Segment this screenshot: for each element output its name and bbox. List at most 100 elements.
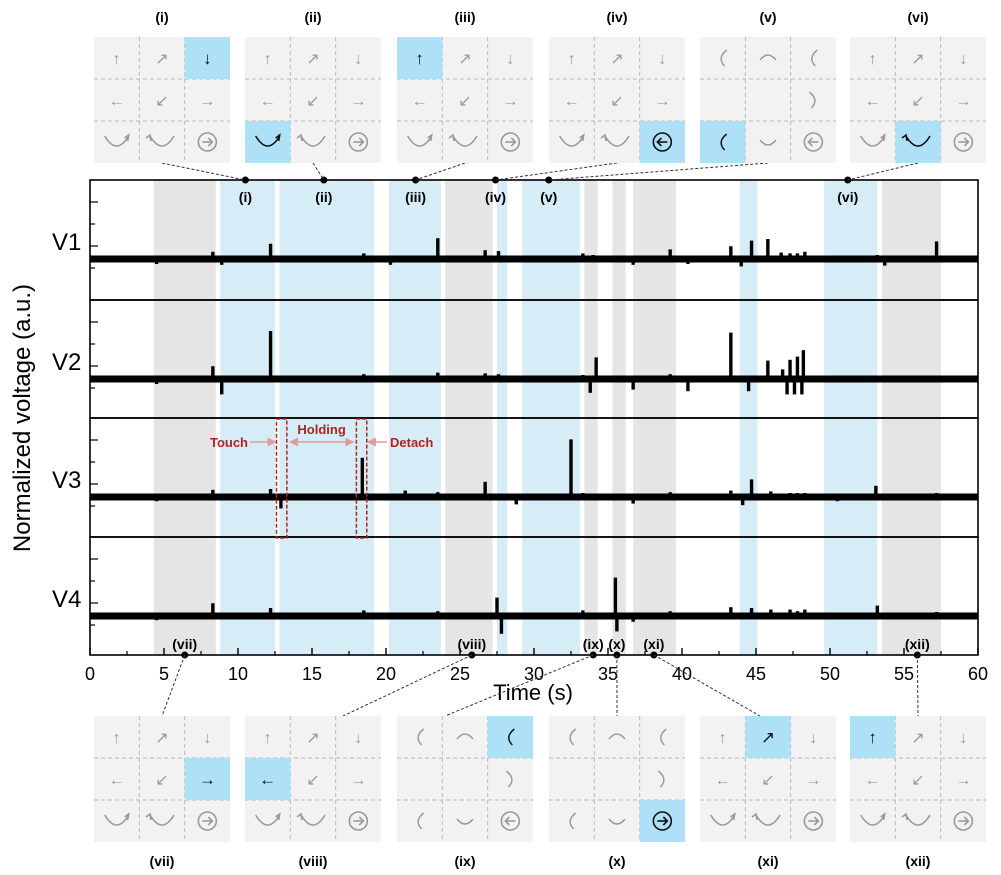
- gesture-panel: ↑ ↗ ↓ ← ↙ → (ii): [245, 9, 381, 163]
- spike: [499, 616, 504, 634]
- spike: [581, 375, 585, 380]
- rotate-arrow-head: [901, 133, 908, 142]
- x-tick-label: 30: [524, 664, 544, 684]
- curve-arrow-icon: [569, 728, 577, 746]
- gesture-panel: ↑ ↗ ↓ ← ↙ → (xii): [850, 716, 986, 869]
- rotate-arrow-head: [448, 133, 455, 142]
- touch-holding-detach-annotation: Touch Holding Detach: [210, 418, 433, 539]
- rotate-cw-icon: [709, 814, 736, 826]
- panel-label: (vii): [150, 853, 175, 869]
- arrow-glyph-icon: ←: [109, 93, 125, 110]
- circle-arrow-icon: [803, 132, 824, 152]
- spike: [388, 259, 393, 265]
- arrow-glyph-icon: ↓: [203, 730, 211, 747]
- spike: [803, 493, 807, 498]
- spike: [769, 609, 773, 617]
- spike: [766, 360, 770, 380]
- marker-label: (i): [239, 189, 252, 205]
- spike: [403, 490, 407, 498]
- panel-label: (iv): [607, 9, 628, 25]
- marker-label: (xi): [643, 636, 664, 652]
- gesture-panel: (v): [700, 9, 836, 163]
- spike: [788, 359, 792, 380]
- spike: [803, 609, 807, 617]
- arrow-glyph-icon: ↗: [761, 728, 775, 747]
- curve-arrow-icon: [720, 49, 728, 67]
- spike: [496, 251, 501, 260]
- spike: [220, 259, 224, 265]
- baseline-V3: [90, 493, 978, 501]
- spike: [686, 379, 690, 392]
- spike: [436, 372, 440, 380]
- channel-label: V1: [52, 229, 81, 256]
- baseline-V1: [90, 255, 978, 263]
- spike: [795, 611, 800, 617]
- x-tick-label: 5: [159, 664, 169, 684]
- marker-label: (x): [608, 636, 625, 652]
- marker-label: (iv): [485, 189, 506, 205]
- curve-arrow-icon: [456, 818, 474, 825]
- spike: [668, 249, 672, 260]
- arrow-glyph-icon: ←: [260, 93, 276, 110]
- curve-arrow-icon: [759, 139, 777, 146]
- spike: [874, 485, 878, 498]
- highlighted-cell: [184, 758, 230, 800]
- arrow-glyph-icon: ↗: [911, 730, 924, 747]
- curve-arrow-icon: [508, 728, 515, 746]
- spike: [795, 356, 800, 380]
- channel-label: V3: [52, 467, 81, 494]
- spike: [800, 379, 804, 395]
- spike: [483, 481, 487, 498]
- x-tick-label: 25: [450, 664, 470, 684]
- connector-line: [916, 654, 919, 717]
- marker-label: (v): [540, 189, 557, 205]
- curve-arrow-icon: [608, 733, 626, 740]
- spike: [780, 369, 785, 380]
- curve-arrow-icon: [657, 770, 665, 788]
- spike: [749, 608, 754, 617]
- spike: [483, 373, 487, 380]
- spike: [631, 616, 635, 622]
- curve-arrow-icon: [417, 728, 425, 746]
- arrow-glyph-icon: ↑: [869, 51, 877, 68]
- arrow-glyph-icon: →: [955, 93, 971, 110]
- spike: [268, 243, 273, 260]
- panel-label: (x): [608, 853, 625, 869]
- panel-label: (i): [155, 9, 168, 25]
- spike: [729, 246, 733, 260]
- spike: [154, 616, 159, 621]
- arrow-glyph-icon: ↓: [354, 51, 362, 68]
- circle-arrow-icon: [197, 811, 218, 831]
- marker-label: (ix): [583, 636, 604, 652]
- x-tick-label: 45: [746, 664, 766, 684]
- gesture-panel: ↑ ↗ ↓ ← ↙ → (vii): [94, 716, 230, 869]
- spike: [362, 610, 366, 617]
- baseline-V4: [90, 612, 978, 620]
- arrow-glyph-icon: ↗: [911, 51, 924, 68]
- x-axis-label: Time (s): [493, 680, 573, 705]
- spike: [934, 612, 939, 617]
- spike: [496, 374, 501, 380]
- detach-box: [355, 418, 368, 539]
- circle-arrow-icon: [953, 132, 974, 152]
- arrow-glyph-icon: ↓: [203, 49, 212, 68]
- rotate-arrow-head: [880, 133, 886, 142]
- arrow-glyph-icon: →: [805, 772, 821, 789]
- spike: [436, 492, 440, 498]
- highlighted-cell: [184, 37, 230, 79]
- spike: [803, 251, 807, 260]
- arrow-glyph-icon: ↗: [155, 730, 168, 747]
- arrow-glyph-icon: ↙: [306, 93, 319, 110]
- highlighted-cell: [487, 716, 533, 758]
- spike: [934, 375, 939, 380]
- panel-label: (ix): [455, 853, 476, 869]
- rotate-arrow-head: [880, 812, 886, 821]
- x-tick-label: 50: [820, 664, 840, 684]
- highlighted-cell: [700, 121, 746, 163]
- arrow-glyph-icon: ↓: [959, 730, 967, 747]
- arrow-glyph-icon: ↗: [306, 730, 319, 747]
- rotate-cw-icon: [254, 814, 281, 826]
- spike: [362, 253, 366, 260]
- rotate-arrow-head: [579, 133, 585, 142]
- spike: [154, 259, 159, 264]
